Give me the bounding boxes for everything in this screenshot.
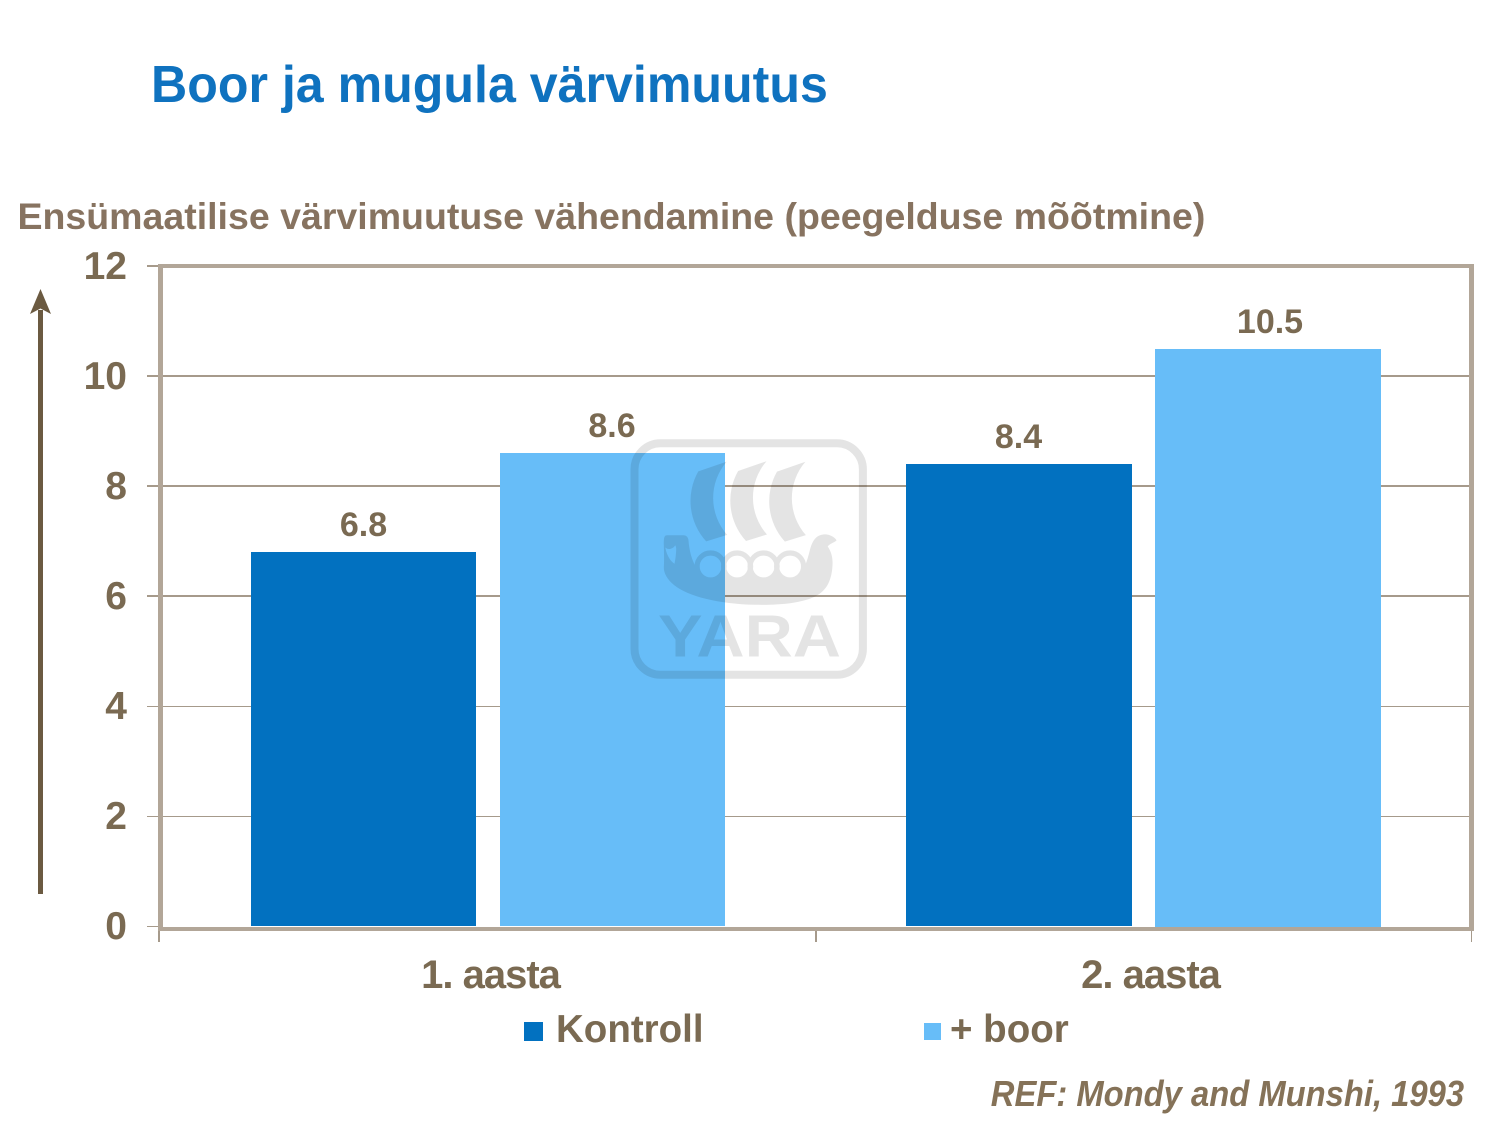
svg-text:YARA: YARA — [658, 604, 841, 670]
